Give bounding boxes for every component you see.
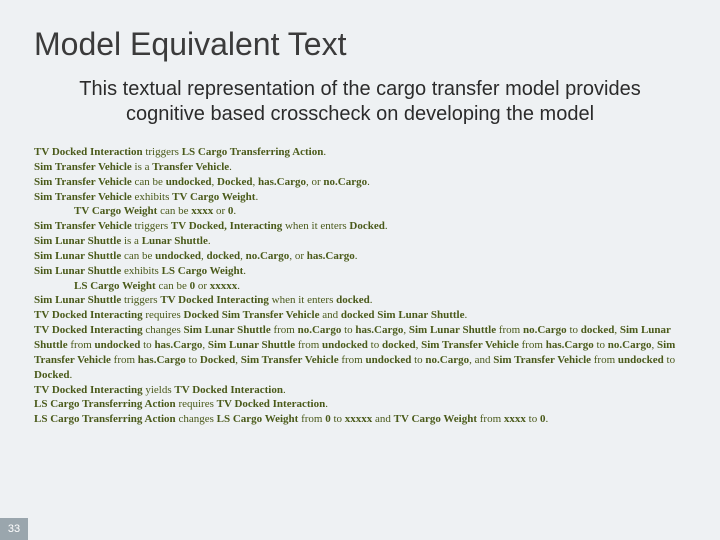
model-text-line: TV Cargo Weight can be xxxx or 0. — [34, 204, 686, 219]
model-text-line: Sim Lunar Shuttle exhibits LS Cargo Weig… — [34, 264, 686, 279]
model-text-line: Sim Transfer Vehicle triggers TV Docked,… — [34, 219, 686, 234]
model-text-line: LS Cargo Weight can be 0 or xxxxx. — [34, 279, 686, 294]
model-text-line: Sim Lunar Shuttle triggers TV Docked Int… — [34, 293, 686, 308]
model-text-line: Sim Transfer Vehicle can be undocked, Do… — [34, 175, 686, 190]
model-text-line: Sim Transfer Vehicle exhibits TV Cargo W… — [34, 190, 686, 205]
model-text-line: TV Docked Interacting changes Sim Lunar … — [34, 323, 686, 382]
model-text-line: TV Docked Interacting requires Docked Si… — [34, 308, 686, 323]
slide-subtitle: This textual representation of the cargo… — [42, 77, 678, 127]
model-text-line: LS Cargo Transferring Action requires TV… — [34, 397, 686, 412]
model-text-line: Sim Transfer Vehicle is a Transfer Vehic… — [34, 160, 686, 175]
model-text-line: TV Docked Interacting yields TV Docked I… — [34, 383, 686, 398]
model-text-line: LS Cargo Transferring Action changes LS … — [34, 412, 686, 427]
model-text-line: Sim Lunar Shuttle can be undocked, docke… — [34, 249, 686, 264]
slide: Model Equivalent Text This textual repre… — [0, 0, 720, 540]
model-text-body: TV Docked Interaction triggers LS Cargo … — [34, 145, 686, 427]
slide-title: Model Equivalent Text — [34, 26, 686, 63]
model-text-line: Sim Lunar Shuttle is a Lunar Shuttle. — [34, 234, 686, 249]
model-text-line: TV Docked Interaction triggers LS Cargo … — [34, 145, 686, 160]
page-number-badge: 33 — [0, 518, 28, 540]
